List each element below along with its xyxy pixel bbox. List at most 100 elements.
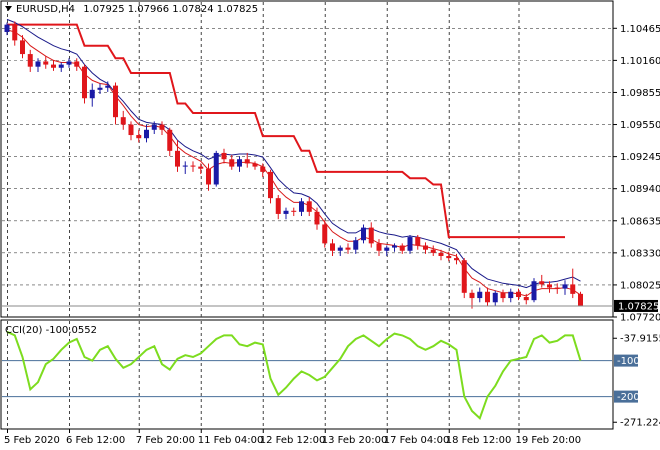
candle-body [51,64,56,68]
cci-levels [2,360,612,398]
candle-body [477,291,483,299]
candle-body [539,281,545,285]
time-tick-label: 17 Feb 04:00 [384,435,450,446]
candle-body [206,168,211,185]
candle-body [43,61,49,65]
candle-body [144,129,149,139]
candle-body [159,124,165,130]
candle-body [182,165,188,167]
current-price-label: 1.07825 [618,301,659,312]
candle-body [461,260,467,293]
candle-body [562,284,568,289]
time-tick-label: 11 Feb 04:00 [198,435,264,446]
candle-body [113,85,118,118]
candle-body [105,85,111,88]
candle-body [330,243,335,251]
price-tick-label: 1.10465 [620,24,660,35]
candle-body [423,245,428,250]
candle-body [361,227,366,241]
candle-body [399,245,405,251]
candle-body [221,152,227,160]
candle-body [58,64,64,68]
candles [4,21,583,309]
candle-body [27,54,33,67]
cci-level-tag [614,354,638,367]
candle-body [407,237,413,251]
candle-body [35,61,41,67]
horizontal-grid [2,28,612,286]
channel-upper-line [7,23,565,239]
candle-body [89,89,95,99]
cci-header: CCI(20) -100.0552 [5,325,97,336]
candle-body [345,247,351,250]
candle-body [275,198,281,214]
price-tick-label: 1.07720 [620,313,660,324]
candle-body [516,291,521,298]
candle-body [260,166,266,172]
price-tick-label: 1.08330 [620,248,660,259]
candle-body [454,258,459,261]
candle-body [485,291,490,303]
candle-body [151,124,157,130]
price-tick-label: 1.08025 [620,280,660,291]
candle-body [190,165,196,167]
candle-body [20,40,25,55]
candle-body [392,245,397,248]
cci-pane-frame [0,319,614,430]
candle-body [299,201,304,212]
current-price-tag [614,299,658,312]
time-tick-label: 18 Feb 12:00 [446,435,512,446]
candle-body [570,284,576,294]
quote-values: 1.07925 1.07966 1.07824 1.07825 [83,4,258,15]
candle-body [322,224,328,244]
price-axis: 1.10465 1.10160 1.09855 1.09550 1.09245 1.089… [613,24,660,324]
candle-body [368,227,374,244]
candle-body [291,210,297,212]
candle-body [547,284,552,288]
cci-tick-label: -200 [617,392,640,403]
cci-tick-label: -271.2248 [620,418,660,429]
chart-header: EURUSD,H4 1.07925 1.07966 1.07824 1.0782… [16,4,258,15]
candle-body [237,159,242,167]
candle-body [128,124,134,136]
triangle-down-icon[interactable] [5,6,12,11]
candle-body [82,66,87,99]
candle-body [4,24,10,32]
symbol-label: EURUSD,H4 [16,4,75,15]
price-tick-label: 1.09245 [620,152,660,163]
candle-body [554,287,560,289]
candle-body [469,292,475,299]
candle-body [415,237,421,246]
candle-body [244,159,250,164]
candle-body [283,210,289,214]
candle-body [97,87,103,90]
price-tick-label: 1.09550 [620,120,660,131]
candle-body [384,247,390,251]
candle-body [252,163,258,167]
candle-body [268,171,273,199]
candle-body [136,135,142,139]
candle-body [430,249,436,253]
cci-line [6,330,582,420]
candle-body [508,291,514,299]
candle-body [337,247,343,251]
time-tick-label: 7 Feb 20:00 [136,435,195,446]
vertical-grid [7,2,520,429]
time-tick-label: 19 Feb 20:00 [516,435,582,446]
ma-fast-line [6,29,581,297]
candle-body [531,281,537,301]
candle-body [229,159,235,167]
time-tick-label: 6 Feb 12:00 [66,435,125,446]
cci-tick-label: -37.9155 [620,334,660,345]
cci-level-tag [614,390,638,403]
candle-body [12,24,18,41]
candle-body [74,61,80,67]
candle-body [66,61,72,65]
candle-body [213,152,219,185]
candle-body [376,243,382,251]
ma-slow-line [6,18,581,289]
time-tick-label: 5 Feb 2020 [4,435,60,446]
time-tick-label: 13 Feb 20:00 [322,435,388,446]
cci-tick-label: -100 [617,356,640,367]
